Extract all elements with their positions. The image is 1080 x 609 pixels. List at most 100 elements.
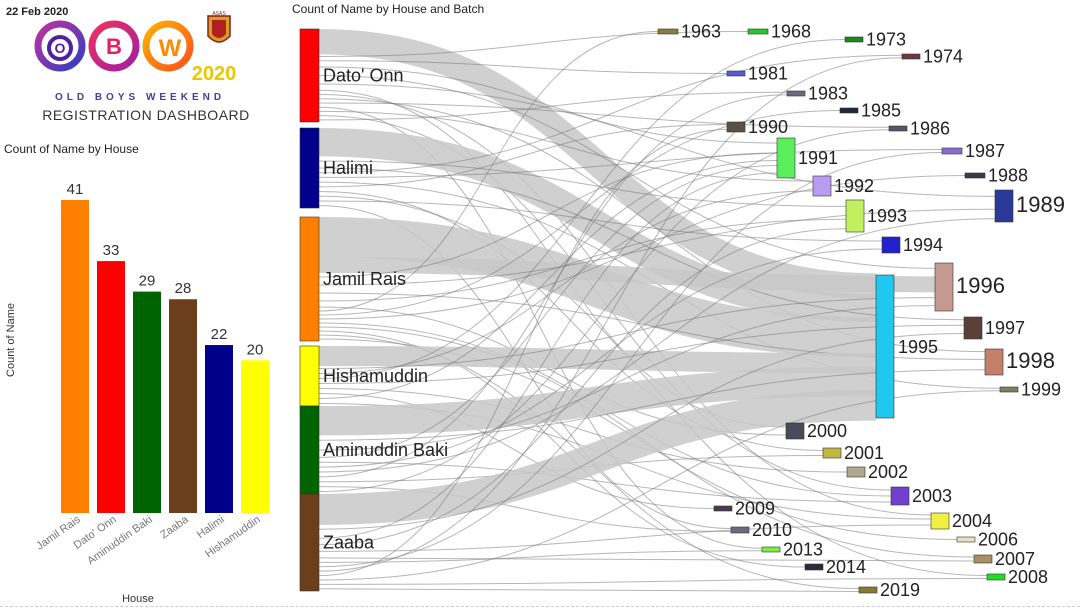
source-node-aminuddin-baki[interactable] xyxy=(299,405,320,495)
sankey-link[interactable] xyxy=(318,524,932,552)
sankey-link[interactable] xyxy=(318,330,806,568)
target-node-1981[interactable] xyxy=(726,70,746,77)
target-node-1974[interactable] xyxy=(901,53,921,60)
target-node-label: 2009 xyxy=(735,499,775,519)
sankey-link[interactable] xyxy=(318,152,778,278)
target-node-1973[interactable] xyxy=(844,36,864,43)
sankey-link[interactable] xyxy=(318,217,877,358)
sankey-link[interactable] xyxy=(318,305,936,451)
sankey-link[interactable] xyxy=(318,160,778,399)
target-node-1985[interactable] xyxy=(839,107,859,114)
target-node-1994[interactable] xyxy=(881,236,901,254)
sankey-link[interactable] xyxy=(318,149,943,178)
target-node-2003[interactable] xyxy=(890,486,910,506)
sankey-link[interactable] xyxy=(318,200,883,242)
sankey-link[interactable] xyxy=(318,346,877,373)
sankey-link[interactable] xyxy=(318,31,659,312)
sankey-link[interactable] xyxy=(318,366,877,436)
target-node-1988[interactable] xyxy=(964,172,986,179)
sankey-link[interactable] xyxy=(318,124,728,188)
sankey-link[interactable] xyxy=(318,91,788,121)
sankey-link[interactable] xyxy=(318,390,1001,581)
target-node-1999[interactable] xyxy=(999,386,1019,393)
sankey-link[interactable] xyxy=(318,83,996,197)
target-node-1998[interactable] xyxy=(984,348,1004,376)
bar-aminuddin-baki[interactable] xyxy=(133,291,161,513)
sankey-link[interactable] xyxy=(318,388,848,473)
sankey-link[interactable] xyxy=(318,60,728,74)
target-node-1991[interactable] xyxy=(776,137,796,179)
target-node-2007[interactable] xyxy=(973,554,993,564)
target-node-label: 1993 xyxy=(867,206,907,226)
sankey-link[interactable] xyxy=(318,208,996,286)
target-node-2004[interactable] xyxy=(930,512,950,530)
source-node-zaaba[interactable] xyxy=(299,493,320,592)
sankey-link[interactable] xyxy=(318,257,936,293)
sankey-link[interactable] xyxy=(318,393,715,509)
target-node-1992[interactable] xyxy=(812,175,832,197)
sankey-link[interactable] xyxy=(318,102,890,128)
sankey-link[interactable] xyxy=(318,218,996,473)
sankey-link[interactable] xyxy=(318,588,860,592)
target-node-1983[interactable] xyxy=(786,90,806,97)
target-node-1993[interactable] xyxy=(845,199,865,233)
sankey-link[interactable] xyxy=(318,160,847,207)
sankey-link[interactable] xyxy=(318,167,965,321)
source-node-jamil-rais[interactable] xyxy=(299,216,320,342)
sankey-link[interactable] xyxy=(318,191,824,451)
sankey-link[interactable] xyxy=(318,228,847,546)
sankey-link[interactable] xyxy=(318,128,877,323)
target-node-1986[interactable] xyxy=(888,125,908,132)
sankey-link[interactable] xyxy=(318,550,763,563)
sankey-link[interactable] xyxy=(318,324,965,384)
sankey-link[interactable] xyxy=(318,578,988,585)
sankey-link[interactable] xyxy=(318,54,903,174)
source-node-halimi[interactable] xyxy=(299,127,320,209)
sankey-link[interactable] xyxy=(318,369,986,441)
sankey-link[interactable] xyxy=(318,172,778,539)
target-node-2006[interactable] xyxy=(956,536,976,543)
sankey-link[interactable] xyxy=(318,333,965,530)
sankey-link[interactable] xyxy=(318,165,778,458)
target-node-2000[interactable] xyxy=(785,422,805,440)
sankey-link[interactable] xyxy=(318,190,814,374)
target-node-1995[interactable] xyxy=(875,274,895,419)
sankey-link[interactable] xyxy=(318,94,788,478)
sankey-link[interactable] xyxy=(318,110,814,182)
target-node-1968[interactable] xyxy=(747,28,769,35)
target-node-1989[interactable] xyxy=(994,189,1014,223)
source-node-dato-onn[interactable] xyxy=(299,28,320,123)
target-node-1990[interactable] xyxy=(726,121,746,133)
target-node-2009[interactable] xyxy=(713,505,733,512)
sankey-link[interactable] xyxy=(318,57,903,572)
source-node-hishamuddin[interactable] xyxy=(299,345,320,407)
target-node-2019[interactable] xyxy=(858,586,878,594)
target-node-2010[interactable] xyxy=(730,526,750,534)
sankey-link[interactable] xyxy=(318,557,975,562)
target-node-1996[interactable] xyxy=(934,262,954,312)
sankey-link[interactable] xyxy=(318,106,763,549)
bar-halimi[interactable] xyxy=(205,345,233,513)
target-node-1987[interactable] xyxy=(941,147,963,155)
bar-dato-onn[interactable] xyxy=(97,261,125,513)
sankey-link[interactable] xyxy=(318,297,936,369)
target-node-2001[interactable] xyxy=(822,447,842,459)
sankey-link[interactable] xyxy=(318,486,732,532)
source-node-label: Jamil Rais xyxy=(323,269,406,289)
bar-hishamuddin[interactable] xyxy=(241,360,269,513)
sankey-link[interactable] xyxy=(318,175,966,320)
target-node-2002[interactable] xyxy=(846,466,866,478)
sankey-link[interactable] xyxy=(318,75,936,269)
bar-zaaba[interactable] xyxy=(169,299,197,513)
sankey-link[interactable] xyxy=(318,129,728,577)
sankey-link[interactable] xyxy=(318,248,883,468)
bar-jamil-rais[interactable] xyxy=(61,200,89,513)
target-node-2014[interactable] xyxy=(804,563,824,571)
target-node-2013[interactable] xyxy=(761,546,781,553)
target-node-2008[interactable] xyxy=(986,573,1006,581)
sankey-link[interactable] xyxy=(318,39,846,379)
target-node-1997[interactable] xyxy=(963,316,983,340)
sankey-link[interactable] xyxy=(318,29,877,299)
sankey-link[interactable] xyxy=(318,461,892,503)
target-node-1963[interactable] xyxy=(657,28,679,35)
